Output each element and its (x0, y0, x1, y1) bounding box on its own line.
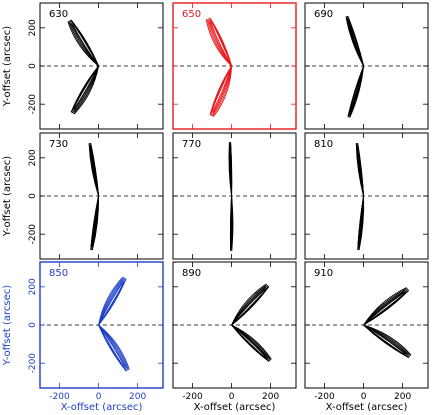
x-tick-label: 0 (96, 392, 102, 402)
contour-arm-2-level-5 (363, 324, 406, 356)
contour-arm-2-level-5 (73, 65, 99, 109)
panel-label: 630 (49, 9, 68, 20)
panel-label: 810 (314, 139, 333, 150)
panel-frame (304, 2, 429, 130)
contour-arm-1-level-5 (357, 147, 365, 197)
panel-730: 730 -200 0 200 (28, 132, 164, 260)
axis-titles: Y-offset (arcsec) Y-offset (arcsec) Y-offs… (2, 26, 407, 413)
panels-layer: 630 -200 0 200 650 690 730 -200 0 200 770 810 850 -20… (28, 2, 429, 402)
panel-label: 650 (182, 9, 201, 20)
panel-frame (172, 261, 297, 389)
panel-label: 730 (49, 139, 68, 150)
y-tick-label: 0 (28, 322, 38, 328)
x-tick-label: -200 (314, 392, 335, 402)
panel-frame (172, 2, 297, 130)
contour-arm-2-level-5 (211, 65, 232, 112)
panel-910: 910 -200 0 200 (304, 261, 429, 402)
panel-frame (39, 2, 164, 130)
x-axis-title: X-offset (arcsec) (61, 402, 143, 413)
panel-630: 630 -200 0 200 (28, 2, 164, 130)
x-axis-title: X-offset (arcsec) (194, 402, 276, 413)
panel-frame (39, 132, 164, 260)
panel-810: 810 (304, 132, 429, 260)
contour-arm-2-level-5 (357, 195, 365, 246)
panel-label: 770 (182, 139, 201, 150)
panel-label: 890 (182, 268, 201, 279)
y-axis-title: Y-offset (arcsec) (2, 26, 13, 107)
contour-arm-1-level-5 (348, 20, 365, 67)
panel-frame (172, 132, 297, 260)
contour-arm-1-level-5 (72, 23, 99, 67)
x-tick-label: 0 (229, 392, 235, 402)
contour-arm-1-level-5 (229, 146, 233, 197)
panel-890: 890 -200 0 200 (172, 261, 297, 402)
panel-690: 690 (304, 2, 429, 130)
y-tick-label: 200 (28, 149, 38, 166)
contour-arm-1-level-5 (231, 289, 266, 326)
y-tick-label: 200 (28, 278, 38, 295)
x-tick-label: 200 (262, 392, 279, 402)
x-tick-label: 0 (361, 392, 367, 402)
y-tick-label: -200 (28, 224, 38, 245)
contour-arm-1-level-5 (98, 282, 125, 326)
panel-650: 650 (172, 2, 297, 130)
x-tick-label: -200 (182, 392, 203, 402)
x-tick-label: 200 (394, 392, 411, 402)
contour-arm-2-level-5 (98, 324, 125, 368)
panel-label: 690 (314, 9, 333, 20)
y-tick-label: 200 (28, 19, 38, 36)
panel-850: 850 -200 0 200 -200 0 200 (28, 261, 164, 402)
x-axis-title: X-offset (arcsec) (326, 402, 408, 413)
contour-arm-1-level-5 (90, 147, 100, 197)
y-tick-label: 0 (28, 193, 38, 199)
panel-frame (304, 132, 429, 260)
contour-arm-2-level-5 (230, 195, 233, 246)
contour-arm-2-level-5 (348, 65, 365, 113)
contour-arm-1-level-5 (363, 292, 406, 326)
y-tick-label: 0 (28, 63, 38, 69)
contour-arm-2-level-5 (231, 324, 267, 359)
y-tick-label: -200 (28, 94, 38, 115)
x-tick-label: -200 (49, 392, 70, 402)
panel-label: 850 (49, 268, 68, 279)
panel-frame (39, 261, 164, 389)
panel-label: 910 (314, 268, 333, 279)
y-axis-title: Y-offset (arcsec) (2, 156, 13, 237)
y-tick-label: -200 (28, 353, 38, 374)
y-axis-title: Y-offset (arcsec) (2, 285, 13, 366)
contour-arm-2-level-5 (90, 195, 100, 246)
panel-770: 770 (172, 132, 297, 260)
contour-arm-1-level-5 (210, 21, 232, 67)
panel-frame (304, 261, 429, 389)
x-tick-label: 200 (129, 392, 146, 402)
